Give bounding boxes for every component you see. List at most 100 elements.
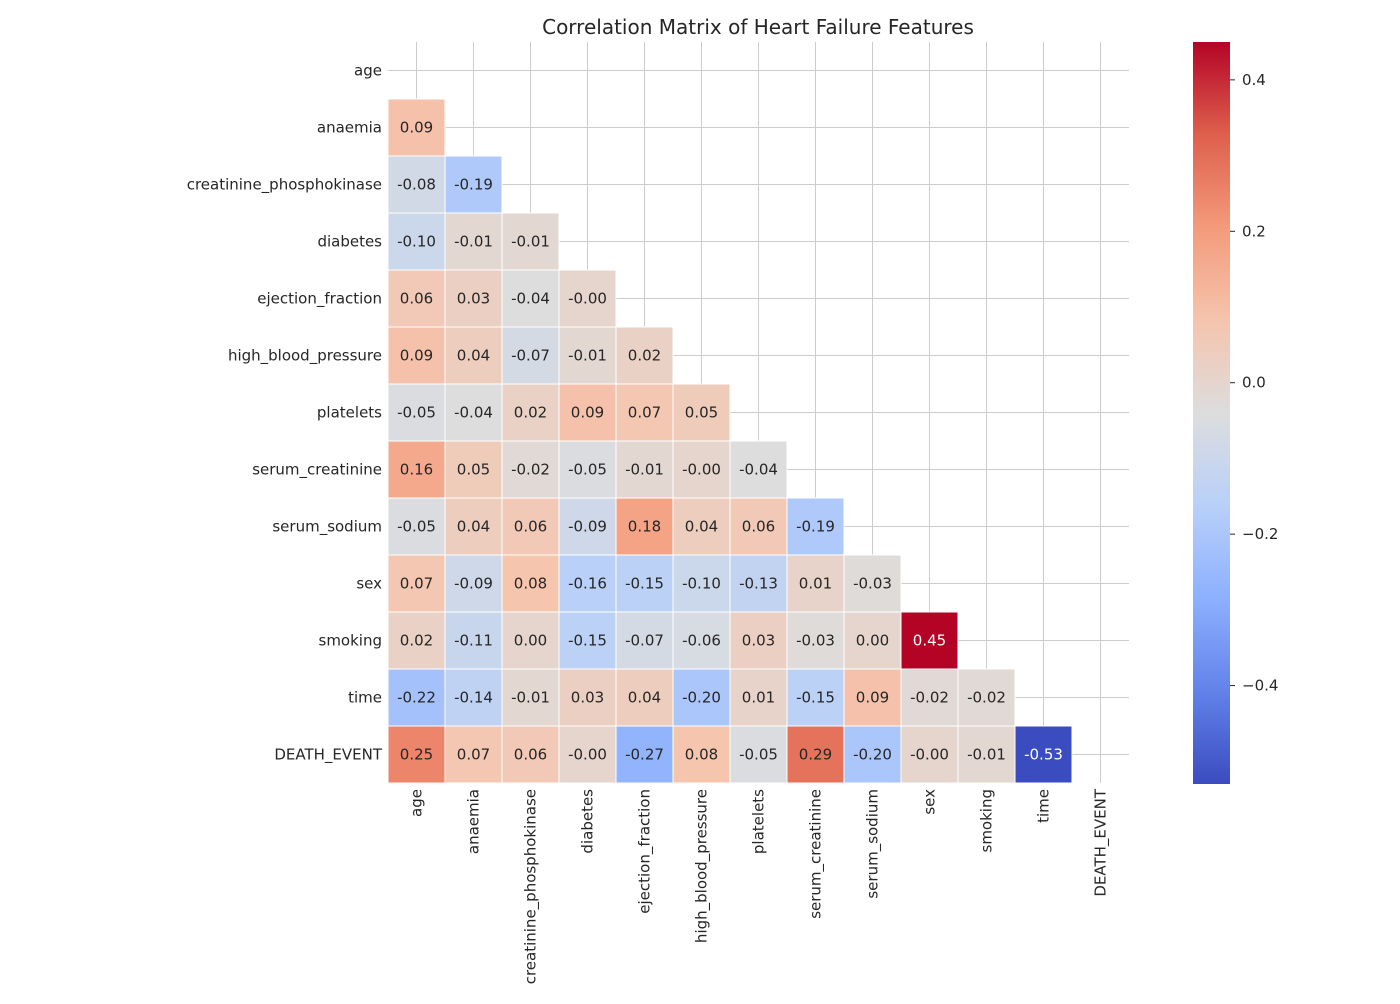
cell-value-label: 0.07 (457, 746, 490, 764)
cell-value-label: -0.07 (625, 632, 664, 650)
cell-value-label: -0.27 (625, 746, 664, 764)
cell-value-label: 0.09 (571, 404, 604, 422)
cell-value-label: 0.06 (400, 290, 433, 308)
y-tick-label: serum_creatinine (252, 461, 382, 480)
cell-value-label: 0.18 (628, 518, 661, 536)
colorbar-ticks: 0.4 0.2 0.0 −0.2 −0.4 (1230, 71, 1278, 695)
heatmap-cell (786, 554, 845, 613)
cell-value-label: -0.20 (682, 689, 721, 707)
cell-value-label: -0.05 (739, 746, 778, 764)
cell-value-label: -0.10 (682, 575, 721, 593)
cell-value-label: -0.53 (1024, 746, 1063, 764)
heatmap-cell (501, 326, 560, 385)
cell-value-label: -0.09 (568, 518, 607, 536)
cell-value-label: -0.09 (454, 575, 493, 593)
cell-value-label: -0.06 (682, 632, 721, 650)
heatmap-cell (387, 212, 446, 271)
heatmap-cell (615, 497, 674, 556)
cell-value-label: -0.07 (511, 347, 550, 365)
cell-value-label: -0.01 (625, 461, 664, 479)
cell-value-label: 0.45 (913, 632, 946, 650)
cell-value-label: -0.01 (454, 233, 493, 251)
heatmap-cell (558, 611, 617, 670)
x-tick-label: serum_sodium (864, 789, 883, 899)
cell-value-label: 0.01 (799, 575, 832, 593)
heatmap-cell (615, 668, 674, 727)
colorbar-tick-label: 0.2 (1242, 222, 1266, 240)
cell-value-label: -0.15 (625, 575, 664, 593)
y-tick-label: smoking (319, 632, 383, 650)
cell-value-label: -0.11 (454, 632, 493, 650)
x-tick-label: platelets (750, 789, 768, 854)
heatmap-cell (558, 440, 617, 499)
cell-value-label: 0.02 (400, 632, 433, 650)
cell-value-label: 0.01 (742, 689, 775, 707)
colorbar-tick-label: −0.2 (1242, 525, 1278, 543)
heatmap-cell (786, 497, 845, 556)
cell-value-label: -0.01 (967, 746, 1006, 764)
x-tick-label: age (408, 789, 426, 817)
cell-value-label: 0.03 (457, 290, 490, 308)
heatmap-cell (558, 383, 617, 442)
heatmap-cell (444, 497, 503, 556)
cell-value-label: 0.06 (514, 746, 547, 764)
cell-value-label: -0.13 (739, 575, 778, 593)
cell-value-label: -0.10 (397, 233, 436, 251)
heatmap-cell (729, 554, 788, 613)
cell-value-label: 0.04 (685, 518, 718, 536)
cell-value-label: -0.03 (853, 575, 892, 593)
cell-value-label: -0.20 (853, 746, 892, 764)
x-tick-label: anaemia (465, 789, 483, 854)
cell-value-label: 0.02 (514, 404, 547, 422)
heatmap-cell (672, 668, 731, 727)
cell-value-label: 0.03 (571, 689, 604, 707)
heatmap-cell (558, 326, 617, 385)
cell-value-label: -0.02 (511, 461, 550, 479)
cell-value-label: -0.01 (568, 347, 607, 365)
y-tick-label: high_blood_pressure (228, 347, 382, 366)
cell-value-label: -0.05 (397, 518, 436, 536)
cell-value-label: -0.01 (511, 689, 550, 707)
heatmap-cell (387, 155, 446, 214)
x-tick-label: ejection_fraction (636, 789, 655, 914)
x-tick-label: time (1035, 789, 1053, 823)
cell-value-label: 0.09 (856, 689, 889, 707)
heatmap-cell (387, 326, 446, 385)
colorbar-tick-label: 0.0 (1242, 374, 1266, 392)
y-tick-label: anaemia (317, 119, 382, 137)
cell-value-label: -0.04 (511, 290, 550, 308)
cell-value-label: -0.03 (796, 632, 835, 650)
cell-value-label: 0.04 (457, 518, 490, 536)
cell-value-label: -0.00 (568, 746, 607, 764)
heatmap-cell (786, 668, 845, 727)
cell-value-label: 0.00 (514, 632, 547, 650)
cell-value-label: 0.05 (457, 461, 490, 479)
heatmap-cell (672, 383, 731, 442)
cell-value-label: 0.07 (628, 404, 661, 422)
heatmap-cell (843, 554, 902, 613)
heatmap-cell (1014, 725, 1073, 784)
heatmap-cell (615, 611, 674, 670)
cell-value-label: -0.05 (397, 404, 436, 422)
y-tick-label: ejection_fraction (257, 290, 382, 309)
heatmap-cell (444, 383, 503, 442)
x-tick-label: sex (921, 789, 939, 815)
heatmap-cell (501, 611, 560, 670)
x-tick-label: diabetes (579, 789, 597, 854)
heatmap-cell (615, 725, 674, 784)
colorbar-tick-label: −0.4 (1242, 677, 1278, 695)
cell-value-label: -0.00 (910, 746, 949, 764)
chart-title: Correlation Matrix of Heart Failure Feat… (542, 15, 974, 39)
heatmap-cell (558, 554, 617, 613)
cell-value-label: 0.04 (457, 347, 490, 365)
cell-value-label: -0.15 (568, 632, 607, 650)
cell-value-label: 0.00 (856, 632, 889, 650)
heatmap-cell (387, 440, 446, 499)
heatmap-cells: 0.09 -0.08 -0.19 -0.10 -0.01 -0.01 0.06 0.03 -0.… (387, 98, 1073, 784)
heatmap-cell (444, 440, 503, 499)
heatmap-cell (558, 725, 617, 784)
cell-value-label: -0.04 (454, 404, 493, 422)
y-tick-labels: age anaemia creatinine_phosphokinasediabet… (187, 62, 383, 765)
cell-value-label: 0.08 (514, 575, 547, 593)
